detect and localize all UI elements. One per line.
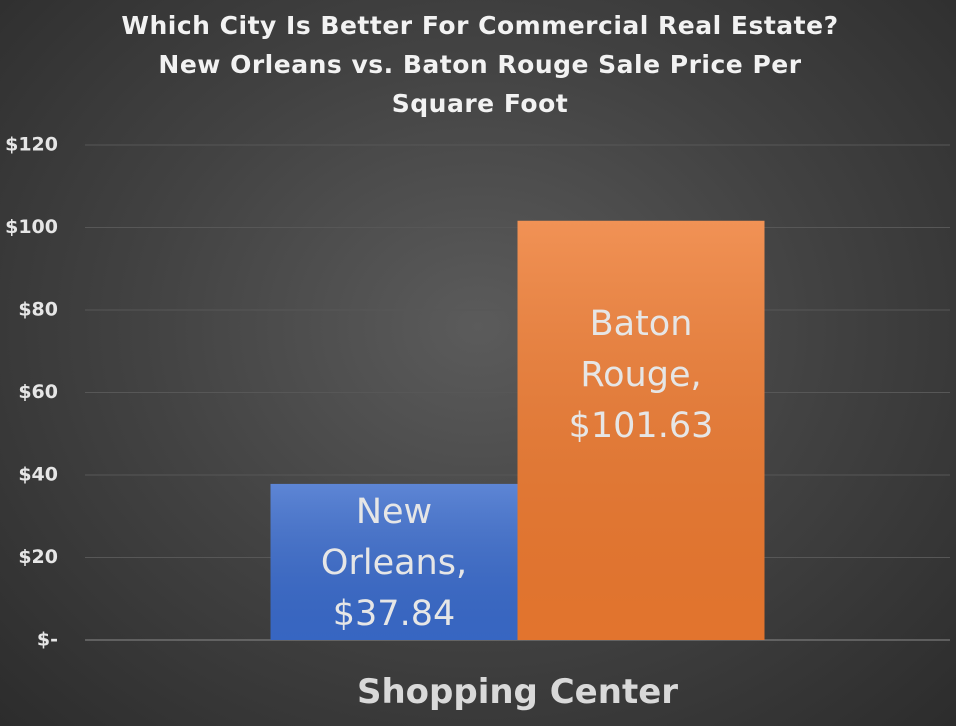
y-tick-label: $40 xyxy=(18,464,58,486)
y-tick-label: $120 xyxy=(5,134,58,156)
y-tick-label: $60 xyxy=(18,381,58,403)
y-tick-label: $80 xyxy=(18,299,58,321)
x-category-label: Shopping Center xyxy=(356,672,679,712)
y-tick-label: $100 xyxy=(5,216,58,238)
data-label: New Orleans, $37.84 xyxy=(320,492,468,634)
chart-title: Which City Is Better For Commercial Real… xyxy=(121,11,839,118)
data-label: Baton Rouge, $101.63 xyxy=(568,303,714,446)
bar-shade xyxy=(517,220,765,640)
bar-shade xyxy=(270,483,518,640)
y-tick-label: $20 xyxy=(18,546,58,568)
y-tick-label: $- xyxy=(37,629,58,651)
